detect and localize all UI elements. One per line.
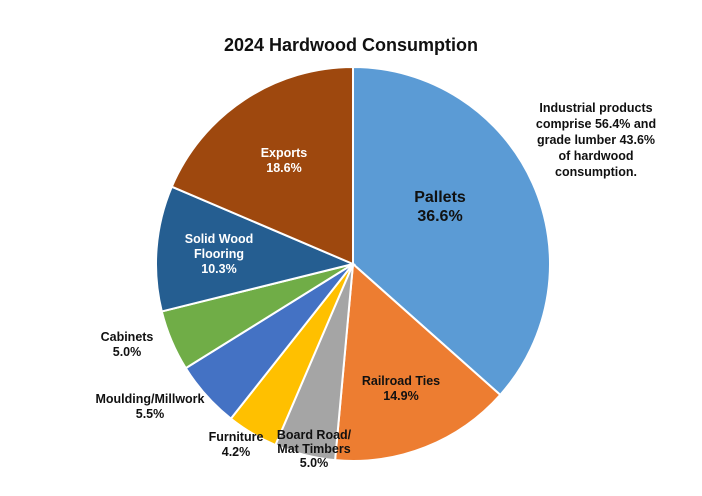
slice-label-line: Moulding/Millwork: [95, 392, 205, 406]
slice-label-line: 36.6%: [417, 208, 463, 225]
slice-label-solid-wood-flooring: Solid Wood Flooring 10.3%: [139, 232, 299, 277]
slice-label-line: Railroad Ties: [361, 374, 441, 388]
annotation-note: Industrial products comprise 56.4% and g…: [528, 100, 664, 180]
slice-label-board-road-mat-timbers: Board Road/Mat Timbers 5.0%: [234, 428, 394, 470]
pie-slice-exports: [170, 65, 354, 266]
slice-label-line: 5.5%: [135, 407, 165, 421]
slice-label-line: Solid Wood: [184, 232, 254, 246]
slice-label-moulding-millwork: Moulding/Millwork 5.5%: [70, 392, 230, 422]
slice-label-line: 4.2%: [221, 445, 251, 459]
slice-label-line: Pallets: [414, 189, 466, 206]
slice-label-line: Exports: [260, 146, 308, 160]
annotation-line: grade lumber 43.6%: [536, 133, 656, 147]
slice-label-furniture: Furniture 4.2%: [156, 430, 316, 460]
slice-label-exports: Exports 18.6%: [204, 146, 364, 176]
slice-label-line: 5.0%: [112, 345, 142, 359]
annotation-line: comprise 56.4% and: [535, 117, 657, 131]
annotation-line: consumption.: [555, 165, 637, 179]
slice-label-line: Furniture: [208, 430, 264, 444]
slice-label-line: Flooring: [194, 247, 244, 261]
slice-label-line: Board Road/: [276, 428, 352, 442]
pie-slice-solid-wood-flooring: [155, 185, 357, 313]
chart-title: 2024 Hardwood Consumption: [223, 35, 479, 55]
slice-label-cabinets: Cabinets 5.0%: [47, 330, 207, 360]
slice-label-line: 10.3%: [201, 262, 237, 276]
annotation-line: of hardwood: [558, 149, 634, 163]
slice-label-line: 5.0%: [299, 456, 329, 470]
pie-slice-pallets: [352, 65, 551, 397]
slice-label-line: Mat Timbers: [277, 442, 351, 456]
slice-label-line: 18.6%: [266, 161, 302, 175]
slice-label-line: 14.9%: [383, 389, 419, 403]
annotation-line: Industrial products: [539, 101, 653, 115]
slice-label-railroad-ties: Railroad Ties 14.9%: [321, 374, 481, 404]
slice-label-line: Cabinets: [100, 330, 154, 344]
slice-label-pallets: Pallets 36.6%: [360, 188, 520, 226]
pie-slice-railroad-ties: [334, 261, 502, 462]
